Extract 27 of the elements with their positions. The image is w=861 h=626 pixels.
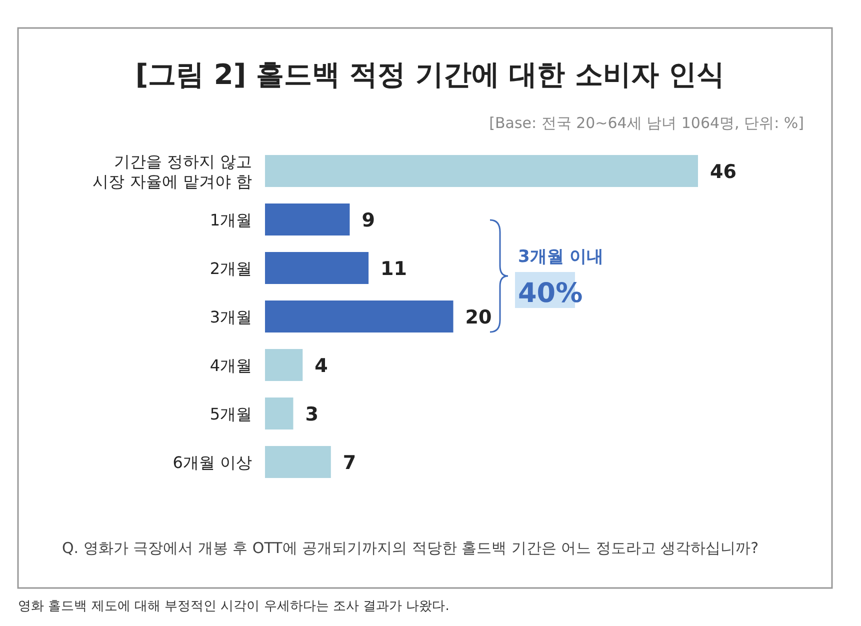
bar xyxy=(265,252,369,284)
annotation: 40% xyxy=(518,278,583,309)
y-tick-label: 2개월 xyxy=(210,259,252,278)
y-tick-label: 기간을 정하지 않고 시장 자율에 맡겨야 함 xyxy=(92,152,252,191)
data-label: 3 xyxy=(305,404,318,426)
annotation: 3개월 이내 xyxy=(518,247,604,267)
text: Q. 영화가 극장에서 개봉 후 OTT에 공개되기까지의 적당한 홀드백 기간은 어느 정도라고 생각하십니까? xyxy=(62,539,759,557)
chart-subtitle: [Base: 전국 20~64세 남녀 1064명, 단위: %] xyxy=(489,114,804,132)
data-label: 46 xyxy=(710,161,736,183)
y-tick-label: 1개월 xyxy=(210,210,252,230)
data-label: 11 xyxy=(380,258,407,280)
data-label: 4 xyxy=(314,355,328,377)
bar xyxy=(265,155,698,187)
bar xyxy=(265,349,303,381)
bar xyxy=(265,300,454,332)
data-label: 9 xyxy=(362,210,375,232)
bar xyxy=(265,204,350,236)
y-tick-label: 3개월 xyxy=(210,308,252,326)
y-tick-label: 4개월 xyxy=(210,356,252,375)
data-label: 20 xyxy=(465,306,492,328)
y-tick-label: 6개월 이상 xyxy=(172,453,252,472)
text: 영화 홀드백 제도에 대해 부정적인 시각이 우세하다는 조사 결과가 나왔다. xyxy=(18,599,450,614)
bar xyxy=(265,398,294,430)
bar xyxy=(265,446,331,478)
chart-title: [그림 2] 홀드백 적정 기간에 대한 소비자 인식 xyxy=(135,58,725,91)
data-label: 7 xyxy=(342,452,356,474)
y-tick-label: 5개월 xyxy=(210,404,252,424)
